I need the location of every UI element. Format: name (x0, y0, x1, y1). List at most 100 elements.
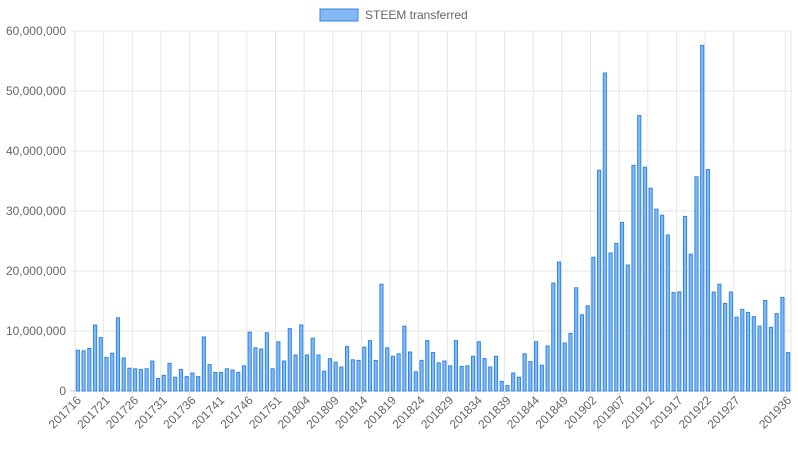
bar[interactable]: 201925 (723, 302, 728, 392)
bar[interactable]: 201727 (138, 368, 143, 392)
bar[interactable]: 201831 (459, 365, 464, 392)
bar[interactable]: 201726 (133, 368, 138, 392)
bar[interactable]: 201902 (591, 256, 596, 392)
bar[interactable]: 201821 (402, 325, 407, 392)
bar[interactable]: 201829 (448, 365, 453, 392)
bar[interactable]: 201823 (413, 371, 418, 392)
bar[interactable]: 201839 (505, 385, 510, 392)
bar[interactable]: 201849 (562, 342, 567, 392)
bar[interactable]: 201812 (350, 359, 355, 392)
bar[interactable]: 201832 (465, 365, 470, 392)
bar[interactable]: 201746 (247, 331, 252, 392)
bar[interactable]: 201724 (121, 357, 126, 392)
bar[interactable]: 201843 (528, 361, 533, 392)
bar[interactable]: 201916 (671, 292, 676, 392)
bar[interactable]: 201929 (745, 311, 751, 392)
bar[interactable]: 201736 (190, 372, 195, 392)
bar[interactable]: 201912 (648, 187, 653, 392)
bar[interactable]: 201922 (705, 169, 711, 392)
bar[interactable]: 201848 (556, 261, 562, 392)
bar[interactable]: 201748 (259, 348, 264, 392)
bar[interactable]: 201811 (345, 346, 350, 392)
bar[interactable]: 201728 (144, 368, 149, 392)
bar[interactable]: 201818 (385, 347, 390, 392)
bar[interactable]: 201924 (717, 283, 722, 392)
bar[interactable]: 201729 (150, 360, 155, 392)
bar[interactable]: 201837 (493, 355, 499, 392)
bar[interactable]: 201805 (310, 337, 315, 392)
bar[interactable]: 201747 (253, 347, 258, 392)
bar[interactable]: 201844 (534, 341, 539, 392)
bar[interactable]: 201842 (522, 353, 527, 392)
bar[interactable]: 201833 (471, 355, 476, 392)
bar[interactable]: 201743 (230, 369, 235, 392)
bar[interactable]: 201749 (264, 332, 269, 392)
bar[interactable]: 201834 (476, 341, 481, 392)
bar[interactable]: 201733 (173, 376, 178, 392)
bar[interactable]: 201718 (87, 347, 92, 392)
bar[interactable]: 201917 (677, 291, 682, 392)
bar[interactable]: 201845 (539, 364, 544, 392)
bar[interactable]: 201819 (390, 355, 395, 392)
bar[interactable]: 201850 (568, 332, 573, 392)
bar[interactable]: 201914 (660, 214, 665, 392)
bar[interactable]: 201907 (619, 221, 625, 392)
bar[interactable]: 201852 (579, 314, 584, 392)
bar[interactable]: 201936 (786, 352, 791, 392)
bar[interactable]: 201739 (207, 364, 212, 392)
bar[interactable]: 201742 (224, 368, 229, 392)
bar[interactable]: 201734 (178, 368, 184, 392)
bar[interactable]: 201840 (511, 372, 516, 392)
bar[interactable]: 201750 (270, 368, 275, 392)
bar[interactable]: 201802 (293, 354, 298, 392)
bar[interactable]: 201904 (602, 72, 607, 392)
bar[interactable]: 201918 (682, 215, 688, 392)
bar[interactable]: 201737 (196, 376, 201, 392)
bar[interactable]: 201745 (241, 365, 247, 392)
bar[interactable]: 201752 (282, 360, 287, 392)
bar[interactable]: 201807 (322, 370, 327, 392)
bar[interactable]: 201906 (614, 242, 619, 392)
bar[interactable]: 201825 (425, 340, 430, 392)
bar[interactable]: 201826 (430, 352, 436, 392)
bar[interactable]: 201716 (75, 349, 80, 392)
bar[interactable]: 201725 (127, 367, 132, 392)
bar[interactable]: 201928 (740, 308, 745, 392)
bar[interactable]: 201717 (81, 350, 86, 392)
bar[interactable]: 201824 (419, 359, 424, 392)
bar[interactable]: 201905 (608, 252, 613, 392)
legend[interactable]: STEEM transferred (319, 8, 468, 22)
bar[interactable]: 201820 (396, 353, 401, 392)
bar[interactable]: 201720 (98, 337, 103, 392)
bar[interactable]: 201933 (768, 326, 774, 392)
bar[interactable]: 201732 (167, 362, 172, 392)
bar[interactable]: 201919 (688, 253, 693, 392)
bar[interactable]: 201809 (333, 361, 338, 392)
bar[interactable]: 201838 (499, 380, 504, 392)
bar[interactable]: 201822 (408, 351, 413, 392)
bar[interactable]: 201806 (316, 354, 321, 392)
bar[interactable]: 201934 (774, 313, 779, 392)
bar[interactable]: 201913 (654, 208, 659, 392)
bar[interactable]: 201911 (642, 166, 648, 392)
bar[interactable]: 201909 (631, 164, 636, 392)
bar[interactable]: 201738 (201, 336, 206, 392)
bar[interactable]: 201930 (751, 316, 756, 392)
bar[interactable]: 201932 (763, 299, 768, 392)
bar[interactable]: 201835 (482, 358, 487, 392)
bar[interactable]: 201851 (574, 287, 579, 392)
bar[interactable]: 201903 (597, 169, 602, 392)
bar[interactable]: 201836 (488, 366, 493, 392)
bar[interactable]: 201804 (304, 354, 310, 392)
bar[interactable]: 201841 (516, 376, 521, 392)
bar[interactable]: 201817 (379, 283, 384, 392)
bar[interactable]: 201847 (551, 282, 556, 392)
bar[interactable]: 201744 (236, 371, 241, 392)
bar[interactable]: 201808 (327, 358, 332, 392)
bar[interactable]: 201721 (104, 356, 109, 392)
bar[interactable]: 201935 (780, 296, 785, 392)
bar[interactable]: 201926 (728, 291, 733, 392)
bar[interactable]: 201830 (453, 340, 458, 392)
bar[interactable]: 201751 (276, 341, 281, 392)
bar[interactable]: 201920 (694, 176, 699, 392)
